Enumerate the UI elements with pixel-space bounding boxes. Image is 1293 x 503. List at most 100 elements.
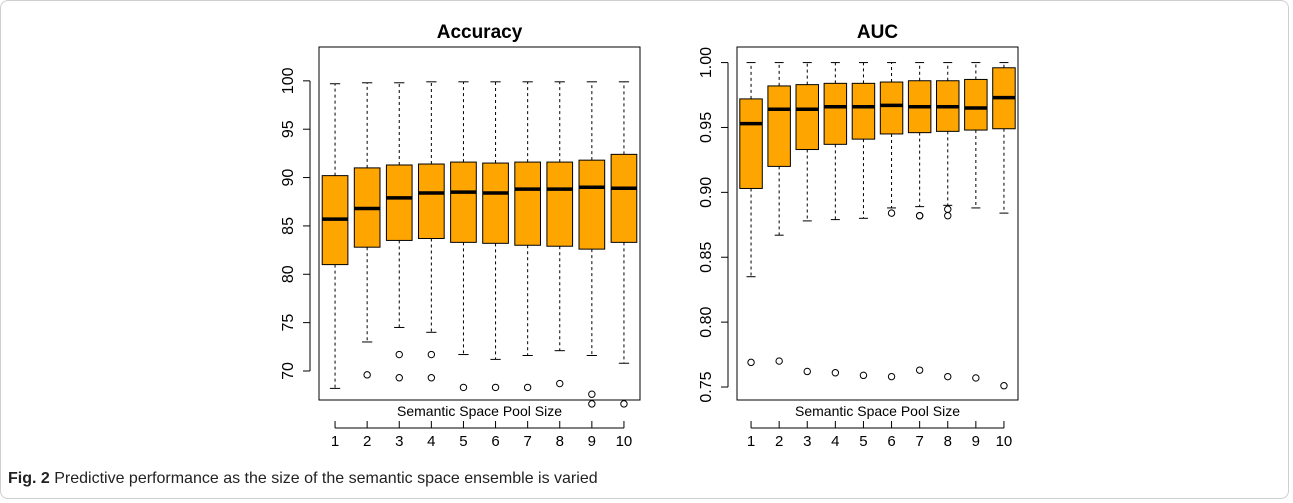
box-category-9	[964, 62, 988, 382]
box-category-7	[514, 81, 541, 392]
outlier-point	[459, 383, 468, 392]
outlier-point	[588, 400, 596, 408]
iqr-box	[767, 85, 791, 167]
box-category-1	[739, 62, 763, 367]
x-tick-label: 6	[491, 433, 499, 450]
y-tick-label: 95	[280, 120, 297, 138]
box-category-3	[795, 62, 819, 376]
outlier-point	[944, 372, 952, 381]
x-tick-label: 9	[972, 433, 980, 450]
outlier-point	[887, 372, 896, 381]
chart-title: AUC	[857, 22, 898, 43]
x-tick-label: 9	[588, 433, 596, 450]
y-tick-label: 0.80	[698, 306, 715, 337]
chart-panel-2: AUC 0.75 0.80 0.85 0.90 0.95 1.00 Semantic Spac…	[698, 22, 1019, 450]
x-tick-label: 10	[616, 433, 633, 450]
y-tick-label: 1.00	[698, 47, 715, 78]
chart-title: Accuracy	[437, 22, 523, 43]
iqr-box	[610, 153, 638, 243]
iqr-box	[964, 78, 988, 131]
iqr-box	[450, 161, 477, 243]
iqr-box	[514, 161, 541, 246]
x-tick-label: 7	[523, 433, 531, 450]
outlier-point	[556, 379, 564, 388]
x-tick-label: 7	[915, 433, 923, 450]
outlier-point	[747, 358, 755, 367]
outlier-point	[427, 374, 436, 382]
iqr-box	[739, 98, 763, 189]
iqr-box	[385, 164, 413, 241]
x-tick-label: 1	[331, 433, 339, 450]
y-tick-label: 85	[280, 217, 297, 235]
x-tick-label: 8	[556, 433, 564, 450]
outlier-point	[944, 212, 952, 220]
y-tick-label: 70	[280, 362, 297, 380]
outlier-point	[831, 369, 840, 377]
outlier-point	[588, 390, 596, 398]
x-tick-label: 4	[831, 433, 839, 450]
iqr-box	[546, 161, 574, 247]
box-category-2	[767, 62, 791, 365]
outlier-point	[803, 367, 811, 376]
x-tick-label: 2	[363, 433, 371, 450]
outlier-point	[491, 383, 500, 392]
outlier-point	[523, 383, 532, 392]
iqr-box	[418, 163, 445, 239]
x-tick-label: 10	[996, 433, 1013, 450]
x-axis-label: Semantic Space Pool Size	[795, 403, 960, 419]
y-tick-label: 100	[280, 67, 297, 94]
y-tick-label: 0.95	[698, 112, 715, 143]
x-tick-label: 6	[887, 433, 895, 450]
iqr-box	[795, 84, 819, 151]
box-category-4	[823, 62, 848, 377]
x-tick-label: 4	[427, 433, 435, 450]
box-category-10	[610, 81, 638, 408]
box-category-6	[482, 81, 509, 392]
outlier-point	[887, 209, 896, 217]
box-category-5	[450, 81, 477, 392]
y-tick-label: 0.85	[698, 242, 715, 273]
outlier-point	[972, 374, 980, 382]
box-category-2	[353, 82, 381, 379]
box-category-7	[907, 62, 932, 374]
outlier-point	[775, 357, 783, 365]
y-tick-label: 80	[280, 265, 297, 283]
iqr-box	[879, 81, 904, 135]
box-category-8	[546, 81, 574, 388]
outlier-point	[915, 366, 924, 374]
x-tick-label: 8	[944, 433, 952, 450]
iqr-box	[482, 162, 509, 244]
plot-frame	[318, 46, 641, 401]
box-category-10	[992, 62, 1016, 390]
outlier-point	[620, 400, 628, 408]
x-tick-label: 3	[395, 433, 403, 450]
outlier-point	[859, 371, 868, 380]
x-tick-label: 1	[747, 433, 755, 450]
box-category-4	[418, 81, 445, 382]
box-category-1	[321, 83, 349, 389]
outlier-point	[395, 374, 403, 382]
y-tick-label: 75	[280, 314, 297, 332]
y-tick-label: 90	[280, 169, 297, 187]
y-tick-label: 0.75	[698, 371, 715, 402]
box-category-8	[936, 62, 960, 381]
outlier-point	[1000, 382, 1008, 390]
box-category-5	[851, 62, 876, 380]
caption-text: Predictive performance as the size of th…	[54, 470, 598, 487]
outlier-point	[427, 350, 436, 359]
iqr-box	[578, 159, 606, 250]
outlier-point	[944, 205, 952, 213]
x-tick-label: 3	[803, 433, 811, 450]
figure-caption: Fig. 2 Predictive performance as the siz…	[8, 470, 598, 488]
caption-label: Fig. 2	[8, 470, 50, 487]
outlier-point	[363, 371, 371, 379]
outlier-point	[915, 212, 924, 220]
plot-frame	[736, 46, 1019, 401]
iqr-box	[823, 82, 848, 145]
y-tick-label: 0.90	[698, 177, 715, 208]
x-tick-label: 5	[459, 433, 467, 450]
box-category-9	[578, 81, 606, 408]
x-tick-label: 5	[859, 433, 867, 450]
